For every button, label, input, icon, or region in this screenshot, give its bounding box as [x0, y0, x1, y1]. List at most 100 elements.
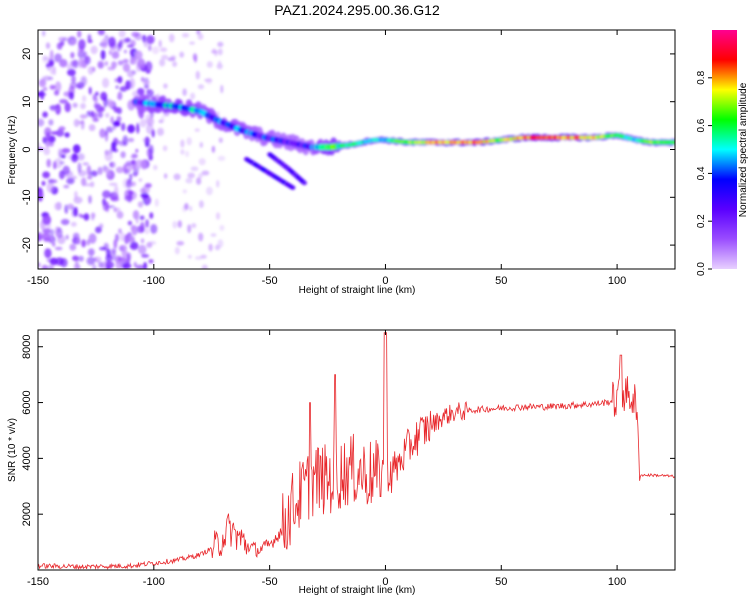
noise-blob	[177, 220, 182, 228]
noise-blob	[182, 189, 187, 194]
noise-blob	[194, 128, 200, 132]
noise-blob	[109, 161, 116, 169]
noise-blob	[58, 148, 62, 159]
noise-blob	[182, 88, 187, 96]
noise-blob	[123, 49, 127, 54]
noise-blob	[108, 36, 116, 48]
noise-blob	[185, 150, 190, 158]
noise-blob	[87, 248, 95, 257]
noise-blob	[45, 131, 51, 142]
noise-blob	[168, 33, 175, 43]
noise-blob	[49, 106, 59, 112]
noise-blob	[77, 30, 82, 38]
noise-blob	[38, 142, 41, 147]
noise-blob	[67, 68, 76, 77]
noise-blob	[41, 180, 46, 186]
noise-blob	[181, 33, 190, 38]
noise-blob	[43, 238, 52, 242]
noise-blob	[97, 61, 104, 69]
noise-blob	[185, 177, 193, 184]
noise-blob	[83, 213, 90, 221]
noise-blob	[70, 40, 77, 45]
noise-blob	[180, 139, 185, 148]
noise-blob	[102, 200, 109, 212]
noise-blob	[131, 159, 136, 165]
noise-blob	[134, 50, 143, 60]
noise-blob	[54, 202, 62, 211]
noise-blob	[154, 198, 159, 207]
noise-blob	[138, 178, 143, 182]
noise-blob	[219, 224, 225, 231]
noise-blob	[38, 147, 45, 151]
noise-blob	[49, 257, 59, 266]
noise-blob	[217, 155, 226, 161]
noise-blob	[64, 132, 70, 138]
noise-blob	[131, 225, 138, 236]
noise-blob	[132, 210, 140, 220]
noise-blob	[206, 186, 213, 196]
noise-blob	[72, 102, 78, 108]
noise-blob	[198, 232, 204, 242]
noise-blob	[160, 47, 168, 52]
noise-blob	[118, 244, 128, 252]
noise-blob	[42, 214, 52, 225]
noise-blob	[72, 144, 81, 154]
noise-blob	[99, 128, 106, 138]
noise-blob	[149, 212, 154, 219]
x-tick-label: -50	[262, 275, 278, 287]
noise-blob	[146, 35, 155, 45]
x-tick-label: 100	[608, 576, 626, 588]
noise-blob	[120, 257, 128, 264]
noise-blob	[56, 42, 63, 50]
noise-blob	[145, 61, 153, 72]
noise-blob	[198, 158, 206, 166]
noise-blob	[211, 145, 216, 153]
noise-blob	[105, 61, 108, 66]
x-tick-label: -150	[27, 275, 49, 287]
noise-blob	[82, 162, 89, 166]
noise-blob	[201, 170, 210, 176]
x-tick-label: 50	[495, 275, 507, 287]
y-tick-label: 8000	[21, 335, 33, 359]
noise-blob	[197, 33, 204, 40]
noise-blob	[54, 246, 63, 251]
colorbar-tick-label: 0.0	[696, 262, 707, 276]
noise-blob	[135, 264, 145, 269]
noise-blob	[97, 30, 105, 36]
noise-blob	[119, 231, 125, 242]
noise-blob	[187, 172, 195, 179]
noise-blob	[42, 56, 51, 61]
snr-frame	[37, 329, 676, 571]
noise-blob	[191, 223, 197, 229]
noise-blob	[126, 69, 135, 78]
noise-blob	[55, 129, 65, 137]
noise-blob	[135, 217, 139, 224]
noise-blob	[100, 38, 108, 49]
noise-blob	[77, 255, 84, 262]
noise-blob	[87, 175, 93, 180]
noise-blob	[49, 84, 56, 90]
noise-blob	[200, 254, 207, 259]
noise-blob	[70, 52, 75, 59]
x-tick-label: 0	[382, 275, 388, 287]
noise-blob	[124, 189, 133, 200]
noise-blob	[142, 80, 150, 85]
noise-blob	[68, 92, 74, 100]
noise-blob	[59, 99, 68, 104]
noise-blob	[143, 38, 149, 48]
noise-blob	[70, 221, 77, 227]
noise-blob	[64, 102, 71, 113]
noise-blob	[124, 169, 130, 175]
noise-blob	[144, 228, 150, 235]
noise-blob	[42, 171, 50, 179]
noise-blob	[84, 55, 91, 65]
noise-blob	[38, 262, 41, 268]
noise-blob	[42, 86, 48, 92]
noise-blob	[104, 151, 113, 162]
noise-blob	[148, 144, 154, 156]
y-tick-label: 0	[21, 146, 33, 152]
noise-blob	[42, 111, 48, 118]
noise-blob	[105, 126, 114, 133]
colorbar: 0.0 0.2 0.4 0.6 0.8 Normalized spectral ampl…	[696, 30, 749, 276]
